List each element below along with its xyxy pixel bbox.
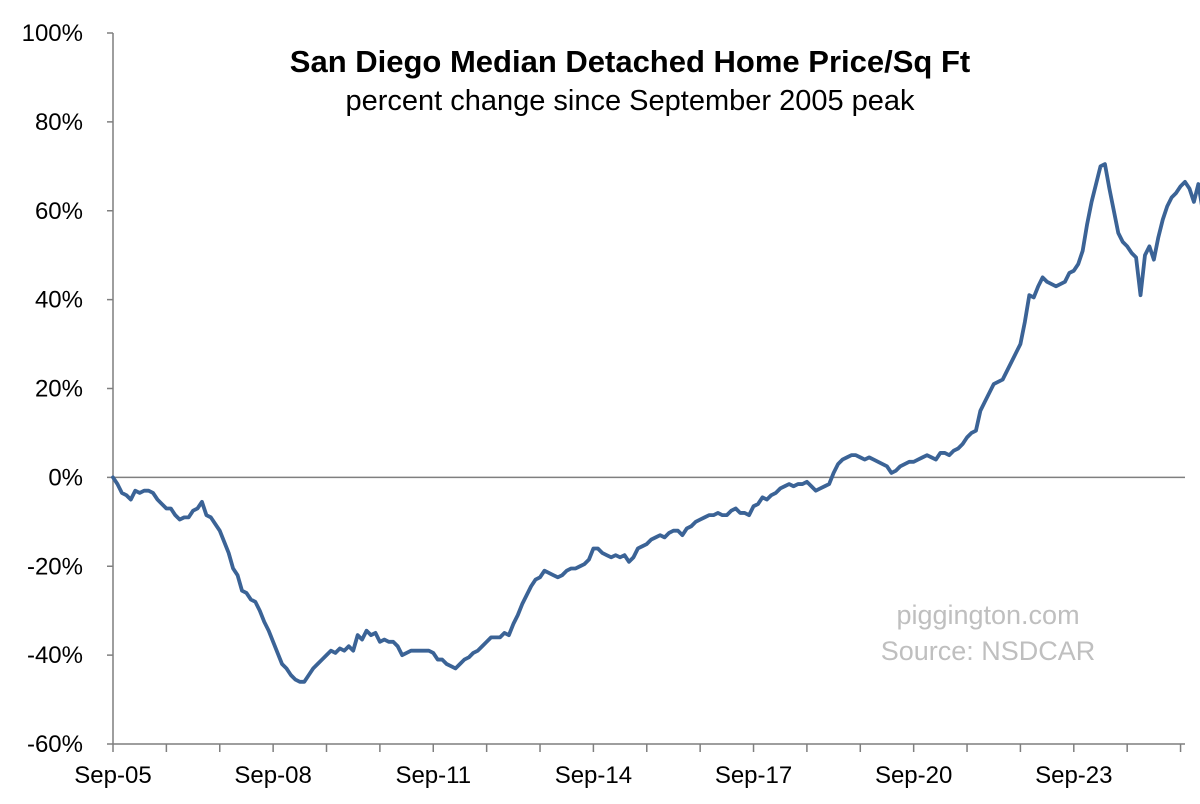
x-tick-label: Sep-17 bbox=[715, 762, 792, 789]
x-tick-label: Sep-20 bbox=[875, 762, 952, 789]
x-tick-label: Sep-08 bbox=[234, 762, 311, 789]
y-tick-label: 100% bbox=[22, 20, 83, 47]
y-tick-label: 60% bbox=[35, 198, 83, 225]
y-tick-label: 0% bbox=[48, 464, 83, 491]
chart-title: San Diego Median Detached Home Price/Sq … bbox=[290, 44, 970, 79]
x-tick-label: Sep-23 bbox=[1035, 762, 1112, 789]
y-tick-label: -20% bbox=[27, 553, 83, 580]
x-tick-label: Sep-11 bbox=[395, 762, 471, 789]
y-tick-label: -40% bbox=[27, 642, 83, 669]
watermark-site: piggington.com bbox=[896, 600, 1079, 630]
watermark-source: Source: NSDCAR bbox=[881, 636, 1096, 666]
y-tick-label: 20% bbox=[35, 376, 83, 403]
x-tick-label: Sep-05 bbox=[74, 762, 151, 789]
y-tick-label: 40% bbox=[35, 287, 83, 314]
series-line bbox=[111, 162, 1200, 684]
y-tick-label: -60% bbox=[27, 731, 83, 758]
x-tick-label: Sep-14 bbox=[555, 762, 632, 789]
chart-subtitle: percent change since September 2005 peak bbox=[345, 85, 915, 117]
y-tick-label: 80% bbox=[35, 109, 83, 136]
